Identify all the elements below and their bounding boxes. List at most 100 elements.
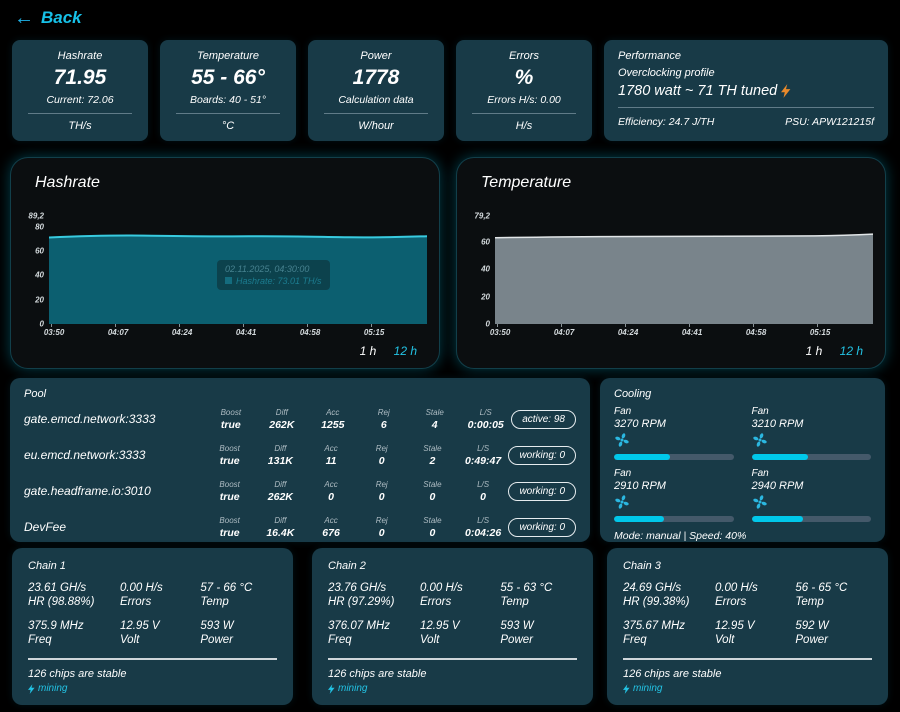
col-header-acc: Acc xyxy=(324,443,338,453)
cooling-title: Cooling xyxy=(614,388,652,400)
col-header-stale: Stale xyxy=(423,443,442,453)
fan-speed-bar xyxy=(614,454,734,460)
fan-speed-fill xyxy=(614,454,671,460)
chain-power: 593 W Power xyxy=(500,620,534,646)
pool-row: gate.headframe.io:3010 Boost true Diff 262… xyxy=(24,474,577,508)
back-link[interactable]: ← Back xyxy=(14,8,82,28)
fan-speed-bar xyxy=(751,516,871,522)
chain-freq: 375.67 MHz Freq xyxy=(623,620,686,646)
mining-status: mining xyxy=(623,683,872,694)
stat-sub: Boards: 40 - 51° xyxy=(190,94,266,106)
x-tick: 03:50 xyxy=(43,328,65,337)
y-tick: 80 xyxy=(35,222,44,232)
stat-value: % xyxy=(514,66,534,89)
fan-label: Fan xyxy=(751,468,769,479)
lightning-icon xyxy=(781,84,791,98)
pool-row: DevFee Boost true Diff 16.4K Acc 676 Rej 0 S… xyxy=(24,510,577,544)
back-label: Back xyxy=(41,8,82,27)
fan-speed-fill xyxy=(751,454,808,460)
mining-status: mining xyxy=(28,683,277,694)
fan-speed-bar xyxy=(614,516,734,522)
x-tick-mark xyxy=(371,324,372,327)
pool-status-badge[interactable]: working: 0 xyxy=(508,481,577,501)
pool-row: gate.emcd.network:3333 Boost true Diff 262… xyxy=(24,402,576,436)
divider xyxy=(28,113,132,114)
boost-value: true xyxy=(219,490,240,503)
x-tick-mark xyxy=(689,324,690,327)
boost-value: true xyxy=(219,454,240,467)
fan-rpm: 2940 RPM xyxy=(751,480,804,492)
boost-value: true xyxy=(220,418,241,431)
divider xyxy=(324,113,428,114)
stat-unit: H/s xyxy=(515,120,533,132)
x-tick-mark xyxy=(243,324,244,327)
hashrate-chart-plot[interactable]: 89,2 80 60 40 20 0 02.11.2025, 04:30:00 … xyxy=(28,212,427,329)
x-tick-mark xyxy=(115,324,116,327)
fan-block: Fan 2940 RPM xyxy=(751,468,871,522)
range-1h-button[interactable]: 1 h xyxy=(805,344,823,358)
col-header-diff: Diff xyxy=(274,443,287,453)
overclocking-profile-label: Overclocking profile xyxy=(618,67,715,79)
stat-value: 1778 xyxy=(352,66,400,89)
fan-block: Fan 3270 RPM xyxy=(614,406,734,460)
range-1h-button[interactable]: 1 h xyxy=(359,344,377,358)
temperature-area-chart xyxy=(495,233,873,324)
tooltip-value: Hashrate: 73.01 TH/s xyxy=(225,276,322,286)
stale-value: 0 xyxy=(429,490,436,503)
acc-value: 11 xyxy=(325,454,337,467)
chain-hr: 23.76 GH/s HR (97.29%) xyxy=(328,582,395,608)
series-swatch xyxy=(225,277,232,284)
stat-unit: W/hour xyxy=(358,120,394,132)
chain-temp: 57 - 66 °C Temp xyxy=(200,582,253,608)
lightning-icon xyxy=(328,683,335,694)
stat-card-errors: Errors % Errors H/s: 0.00 H/s xyxy=(456,40,592,141)
stat-title: Temperature xyxy=(197,50,259,62)
col-header-diff: Diff xyxy=(275,407,288,417)
range-12h-button[interactable]: 12 h xyxy=(393,344,417,358)
fan-label: Fan xyxy=(614,468,632,479)
fan-speed-fill xyxy=(751,516,803,522)
mining-status: mining xyxy=(328,683,577,694)
stat-unit: TH/s xyxy=(68,120,92,132)
profile-value: 1780 watt ~ 71 TH tuned xyxy=(618,83,874,99)
chain-volt: 12.95 V Volt xyxy=(714,620,755,646)
col-header-boost: Boost xyxy=(219,479,240,489)
chain-power: 593 W Power xyxy=(200,620,234,646)
y-tick: 20 xyxy=(35,295,44,305)
diff-value: 131K xyxy=(267,454,293,467)
chain-errors: 0.00 H/s Errors xyxy=(119,582,163,608)
temperature-chart-plot[interactable]: 79,2 60 40 20 0 xyxy=(474,212,873,329)
chain-title: Chain 1 xyxy=(28,560,66,572)
fan-icon xyxy=(752,433,767,447)
y-tick: 0 xyxy=(39,319,44,329)
hashrate-chart-title: Hashrate xyxy=(35,174,100,191)
hashrate-chart-panel: Hashrate 89,2 80 60 40 20 0 02.11.2025, … xyxy=(10,157,440,369)
pool-status-badge[interactable]: working: 0 xyxy=(508,445,577,465)
col-header-boost: Boost xyxy=(219,515,240,525)
x-tick-mark xyxy=(561,324,562,327)
pool-status-badge[interactable]: active: 98 xyxy=(511,409,576,429)
stat-card-hashrate: Hashrate 71.95 Current: 72.06 TH/s xyxy=(12,40,148,141)
ls-value: 0:49:47 xyxy=(464,454,502,467)
col-header-ls: L/S xyxy=(479,407,492,417)
fan-label: Fan xyxy=(751,406,769,417)
rej-value: 0 xyxy=(378,454,385,467)
pool-status-badge[interactable]: working: 0 xyxy=(508,517,577,537)
fan-icon xyxy=(615,495,629,509)
chain-title: Chain 3 xyxy=(623,560,661,572)
chain-2-card: Chain 2 23.76 GH/s HR (97.29%) 0.00 H/s Er… xyxy=(312,548,593,705)
chain-3-card: Chain 3 24.69 GH/s HR (99.38%) 0.00 H/s Er… xyxy=(607,548,888,705)
stat-card-row: Hashrate 71.95 Current: 72.06 TH/s Tempe… xyxy=(12,40,888,141)
stat-value: 55 - 66° xyxy=(191,66,265,89)
cooling-panel: Cooling Fan 3270 RPM Fan 3210 RPM Fan 29… xyxy=(600,378,885,542)
y-tick: 40 xyxy=(35,270,44,280)
col-header-ls: L/S xyxy=(477,479,490,489)
divider xyxy=(28,658,277,660)
range-12h-button[interactable]: 12 h xyxy=(839,344,863,358)
diff-value: 262K xyxy=(269,418,295,431)
x-tick: 04:07 xyxy=(107,328,129,337)
fan-mode-text: Mode: manual | Speed: 40% xyxy=(614,530,747,542)
stale-value: 4 xyxy=(431,418,438,431)
col-header-rej: Rej xyxy=(377,407,390,417)
chain-freq: 376.07 MHz Freq xyxy=(328,620,391,646)
